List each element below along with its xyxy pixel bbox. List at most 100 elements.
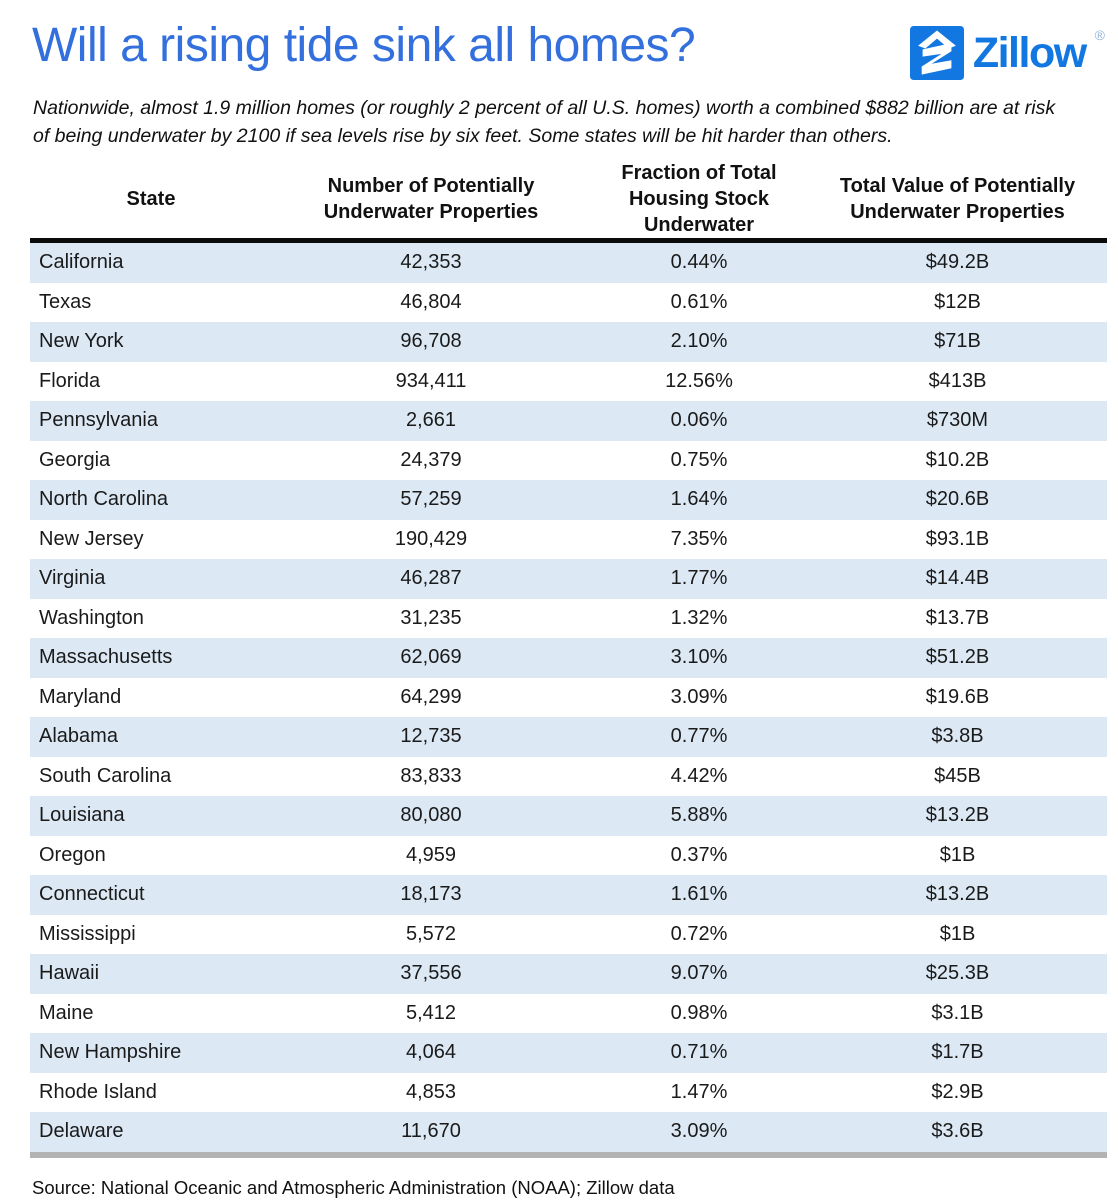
cell-state: Hawaii [39,962,100,985]
cell-fraction-underwater: 0.71% [670,1041,728,1064]
table-row: Virginia 46,287 1.77% $14.4B [30,559,1107,599]
cell-total-value: $3.1B [931,1001,984,1024]
cell-fraction-underwater: 0.44% [670,251,728,274]
zillow-wordmark: Zillow [972,28,1087,77]
cell-state: Delaware [39,1120,124,1143]
cell-underwater-properties: 2,661 [405,409,457,432]
cell-total-value: $13.2B [925,804,990,827]
cell-underwater-properties: 18,173 [400,883,462,906]
cell-underwater-properties: 4,853 [405,1080,457,1103]
cell-total-value: $45B [934,764,981,787]
zillow-z-house-icon [909,26,964,80]
cell-total-value: $1B [939,843,976,866]
cell-underwater-properties: 46,287 [400,567,462,590]
cell-underwater-properties: 12,735 [400,725,462,748]
cell-total-value: $20.6B [925,488,990,511]
source-note: Source: National Oceanic and Atmospheric… [32,1176,675,1198]
cell-total-value: $10.2B [925,448,990,471]
cell-underwater-properties: 80,080 [400,804,462,827]
cell-fraction-underwater: 0.37% [670,843,728,866]
cell-state: Oregon [39,843,106,866]
cell-state: Louisiana [39,804,125,827]
cell-state: Pennsylvania [39,409,158,432]
table-row: Pennsylvania 2,661 0.06% $730M [30,401,1107,441]
cell-fraction-underwater: 1.47% [670,1080,728,1103]
table-header: State Number of Potentially Underwater P… [30,160,1107,243]
masthead: Will a rising tide sink all homes? Zillo… [30,18,1107,80]
cell-underwater-properties: 4,064 [405,1041,457,1064]
table-row: Alabama 12,735 0.77% $3.8B [30,717,1107,757]
cell-fraction-underwater: 1.61% [670,883,728,906]
table-row: Mississippi 5,572 0.72% $1B [30,915,1107,955]
col-header-state: State [30,160,272,243]
col-header-total-value: Total Value of Potentially Underwater Pr… [808,160,1107,243]
table-body: California 42,353 0.44% $49.2B Texas 46,804 0.… [30,240,1107,1155]
cell-total-value: $13.2B [925,883,990,906]
cell-fraction-underwater: 3.10% [670,646,728,669]
cell-fraction-underwater: 0.06% [670,409,728,432]
table-row: Delaware 11,670 3.09% $3.6B [30,1112,1107,1155]
cell-state: Rhode Island [39,1080,157,1103]
zillow-logo: Zillow ® [909,26,1105,80]
cell-state: Florida [39,369,101,392]
cell-total-value: $413B [928,369,987,392]
cell-total-value: $1.7B [931,1041,984,1064]
cell-total-value: $730M [926,409,989,432]
cell-total-value: $19.6B [925,685,990,708]
cell-fraction-underwater: 3.09% [670,685,728,708]
cell-state: Virginia [39,567,106,590]
cell-state: South Carolina [39,764,172,787]
cell-fraction-underwater: 5.88% [670,804,728,827]
cell-underwater-properties: 190,429 [394,527,468,550]
table-row: New Hampshire 4,064 0.71% $1.7B [30,1033,1107,1073]
cell-underwater-properties: 4,959 [405,843,457,866]
table-row: Massachusetts 62,069 3.10% $51.2B [30,638,1107,678]
cell-underwater-properties: 11,670 [401,1120,461,1143]
cell-state: Connecticut [39,883,145,906]
cell-total-value: $93.1B [925,527,990,550]
table-row: Georgia 24,379 0.75% $10.2B [30,441,1107,481]
cell-total-value: $12B [934,290,981,313]
cell-total-value: $71B [934,330,981,353]
table-row: Connecticut 18,173 1.61% $13.2B [30,875,1107,915]
cell-state: California [39,251,124,274]
cell-total-value: $25.3B [925,962,990,985]
table-row: Maine 5,412 0.98% $3.1B [30,994,1107,1034]
table-row: North Carolina 57,259 1.64% $20.6B [30,480,1107,520]
table-row: New Jersey 190,429 7.35% $93.1B [30,520,1107,560]
cell-underwater-properties: 42,353 [400,251,462,274]
cell-fraction-underwater: 0.98% [670,1001,728,1024]
cell-underwater-properties: 31,235 [400,606,462,629]
table-row: Florida 934,411 12.56% $413B [30,362,1107,402]
header-row: State Number of Potentially Underwater P… [30,160,1107,243]
table-row: New York 96,708 2.10% $71B [30,322,1107,362]
cell-underwater-properties: 24,379 [400,448,462,471]
cell-fraction-underwater: 1.32% [670,606,728,629]
table-row: Rhode Island 4,853 1.47% $2.9B [30,1073,1107,1113]
cell-fraction-underwater: 0.61% [670,290,728,313]
cell-state: New York [39,330,124,353]
cell-fraction-underwater: 9.07% [670,962,728,985]
cell-fraction-underwater: 2.10% [670,330,728,353]
underwater-properties-table: State Number of Potentially Underwater P… [30,160,1107,1158]
cell-total-value: $13.7B [925,606,990,629]
cell-fraction-underwater: 1.64% [670,488,728,511]
cell-fraction-underwater: 12.56% [665,369,733,392]
cell-underwater-properties: 83,833 [400,764,462,787]
cell-fraction-underwater: 1.77% [670,567,728,590]
cell-fraction-underwater: 7.35% [670,527,728,550]
cell-fraction-underwater: 0.77% [670,725,728,748]
cell-underwater-properties: 96,708 [400,330,462,353]
cell-fraction-underwater: 3.09% [670,1120,728,1143]
registered-trademark-symbol: ® [1094,27,1105,43]
cell-state: Mississippi [39,922,136,945]
cell-underwater-properties: 934,411 [395,369,467,392]
table-row: South Carolina 83,833 4.42% $45B [30,757,1107,797]
cell-fraction-underwater: 4.42% [670,764,728,787]
cell-state: North Carolina [39,488,168,511]
cell-fraction-underwater: 0.72% [670,922,728,945]
cell-total-value: $1B [939,922,976,945]
cell-underwater-properties: 57,259 [400,488,462,511]
cell-state: Alabama [39,725,118,748]
cell-state: Maine [39,1001,94,1024]
